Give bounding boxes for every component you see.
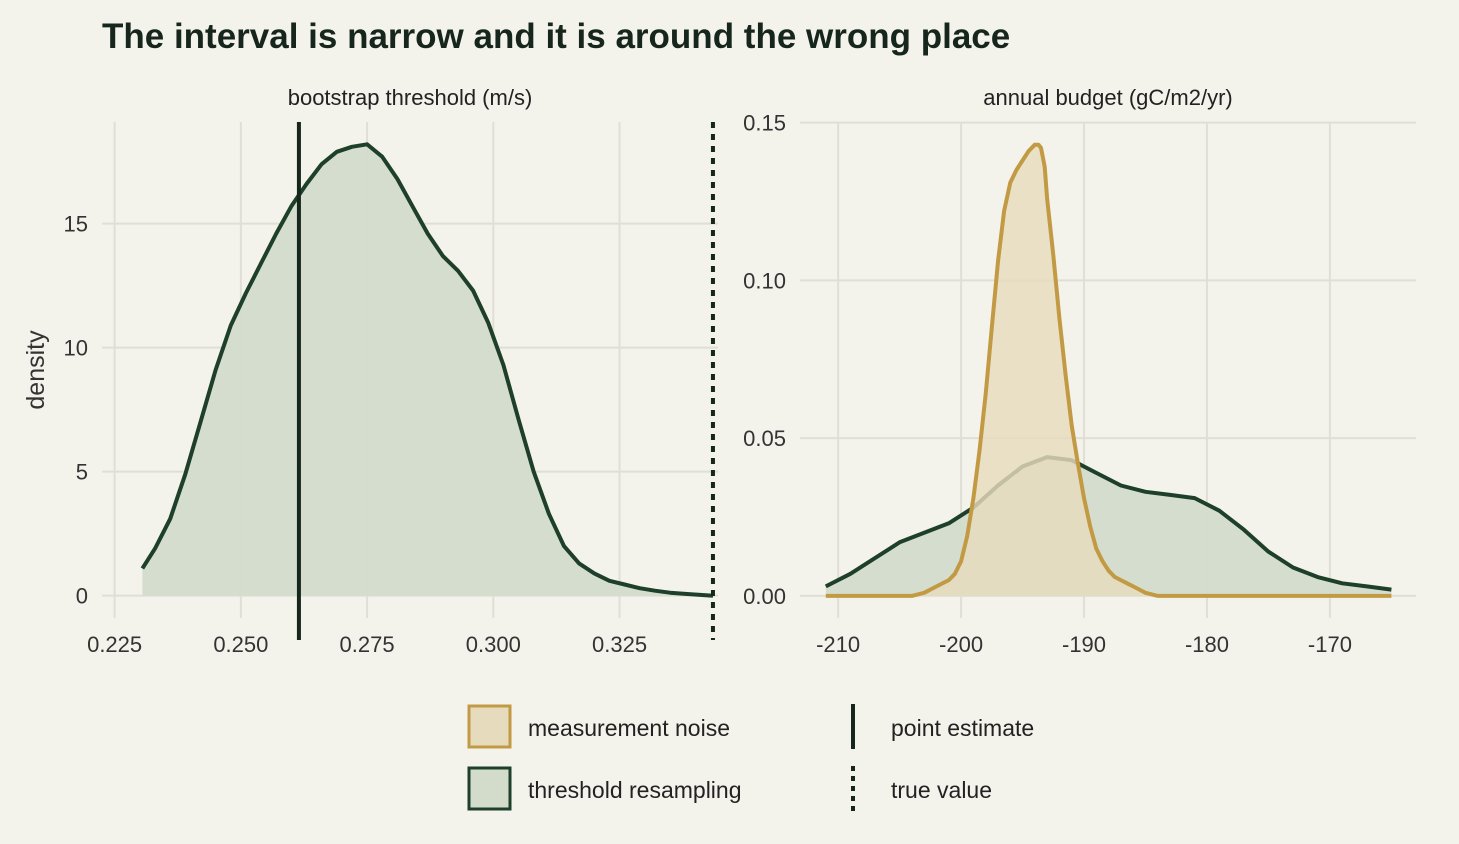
left-density-areas xyxy=(140,142,714,598)
legend-label-point-estimate: point estimate xyxy=(891,715,1034,741)
right-x-tick-label: -180 xyxy=(1185,632,1229,657)
right-x-tick-label: -170 xyxy=(1308,632,1352,657)
right-x-ticks: -210 -200 -190 -180 -170 xyxy=(816,632,1352,657)
right-y-tick-label: 0.05 xyxy=(743,426,786,451)
right-threshold_resampling-density-line xyxy=(824,455,1392,592)
right-y-tick-label: 0.10 xyxy=(743,268,786,293)
legend-key-measurement-noise xyxy=(467,704,512,749)
right-x-tick-label: -190 xyxy=(1062,632,1106,657)
left-panel: 0.225 0.250 0.275 0.300 0.325 0 5 10 15 xyxy=(64,122,718,657)
left-y-tick-label: 15 xyxy=(64,212,88,237)
left-y-tick-label: 10 xyxy=(64,336,88,361)
right-facet-label: annual budget (gC/m2/yr) xyxy=(983,85,1232,110)
left-x-tick-label: 0.325 xyxy=(592,632,647,657)
legend-label-measurement-noise: measurement noise xyxy=(528,715,730,741)
legend-label-threshold-resampling: threshold resampling xyxy=(528,777,742,803)
left-reference-lines xyxy=(296,122,715,640)
legend-label-true-value: true value xyxy=(891,777,992,803)
left-y-tick-label: 5 xyxy=(76,460,88,485)
left-x-tick-label: 0.300 xyxy=(466,632,521,657)
left-x-ticks: 0.225 0.250 0.275 0.300 0.325 xyxy=(87,632,647,657)
chart-title: The interval is narrow and it is around … xyxy=(102,17,1010,56)
right-density-areas xyxy=(824,142,1392,598)
left-facet-label: bootstrap threshold (m/s) xyxy=(288,85,533,110)
right-y-ticks: 0.00 0.05 0.10 0.15 xyxy=(743,111,786,609)
left-y-ticks: 0 5 10 15 xyxy=(64,212,88,609)
left-threshold_resampling-area xyxy=(142,144,713,596)
right-x-tick-label: -210 xyxy=(816,632,860,657)
y-axis-label: density xyxy=(22,330,50,410)
left-threshold_resampling-density-line xyxy=(140,142,714,598)
right-measurement_noise-density-line xyxy=(825,142,1392,598)
legend: measurement noise threshold resampling p… xyxy=(467,704,1034,811)
left-y-tick-label: 0 xyxy=(76,584,88,609)
right-x-tick-label: -200 xyxy=(939,632,983,657)
legend-key-threshold-resampling xyxy=(467,766,512,811)
left-x-tick-label: 0.250 xyxy=(213,632,268,657)
right-y-tick-label: 0.00 xyxy=(743,584,786,609)
left-x-tick-label: 0.225 xyxy=(87,632,142,657)
right-panel: -210 -200 -190 -180 -170 0.00 0.05 0.10 0.15 xyxy=(743,111,1416,657)
left-x-tick-label: 0.275 xyxy=(340,632,395,657)
right-y-tick-label: 0.15 xyxy=(743,111,786,136)
